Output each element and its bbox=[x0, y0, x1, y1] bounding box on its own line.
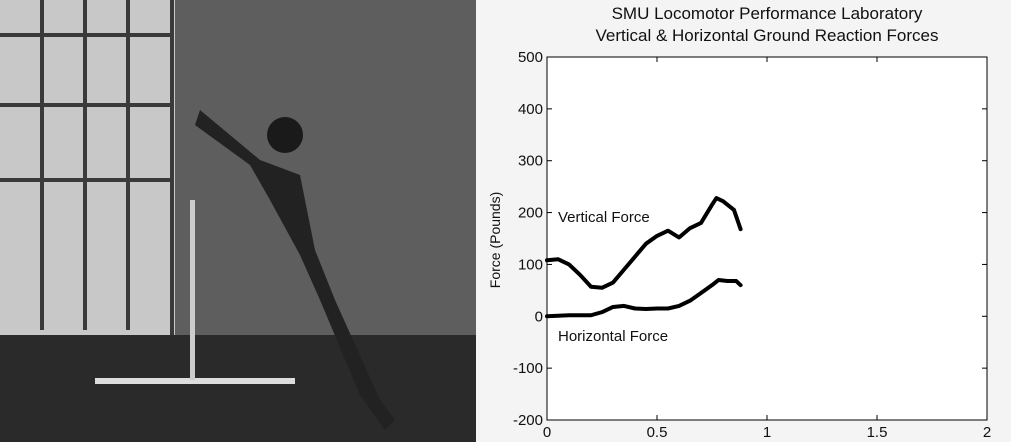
y-axis-label: Force (Pounds) bbox=[487, 192, 503, 288]
x-tick-label: 2 bbox=[983, 424, 991, 441]
video-photo bbox=[0, 0, 476, 442]
y-tick-label: 0 bbox=[535, 308, 543, 325]
window bbox=[0, 0, 175, 335]
plot-area bbox=[546, 56, 988, 421]
y-tick-label: 400 bbox=[518, 101, 543, 118]
chart-title: SMU Locomotor Performance Laboratory bbox=[612, 4, 923, 23]
x-tick-label: 0 bbox=[543, 424, 551, 441]
floor bbox=[0, 335, 476, 442]
window-frame bbox=[0, 0, 174, 335]
athlete bbox=[195, 110, 395, 430]
y-tick-label: -100 bbox=[513, 360, 543, 377]
x-tick-label: 0.5 bbox=[647, 424, 668, 441]
y-tick-label: 200 bbox=[518, 205, 543, 222]
y-tick-label: 300 bbox=[518, 153, 543, 170]
y-tick-label: -200 bbox=[513, 412, 543, 429]
x-tick-label: 1 bbox=[763, 424, 771, 441]
annotation: Vertical Force bbox=[558, 209, 650, 226]
force-plate-frame bbox=[95, 378, 295, 384]
line-series bbox=[545, 277, 743, 319]
athlete-head bbox=[267, 117, 303, 153]
chart-title: Vertical & Horizontal Ground Reaction Fo… bbox=[596, 26, 939, 45]
annotation: Horizontal Force bbox=[558, 328, 668, 345]
y-tick-label: 100 bbox=[518, 256, 543, 273]
pole bbox=[190, 200, 195, 380]
line-series bbox=[545, 196, 743, 290]
y-tick-label: 500 bbox=[518, 49, 543, 66]
x-tick-label: 1.5 bbox=[867, 424, 888, 441]
